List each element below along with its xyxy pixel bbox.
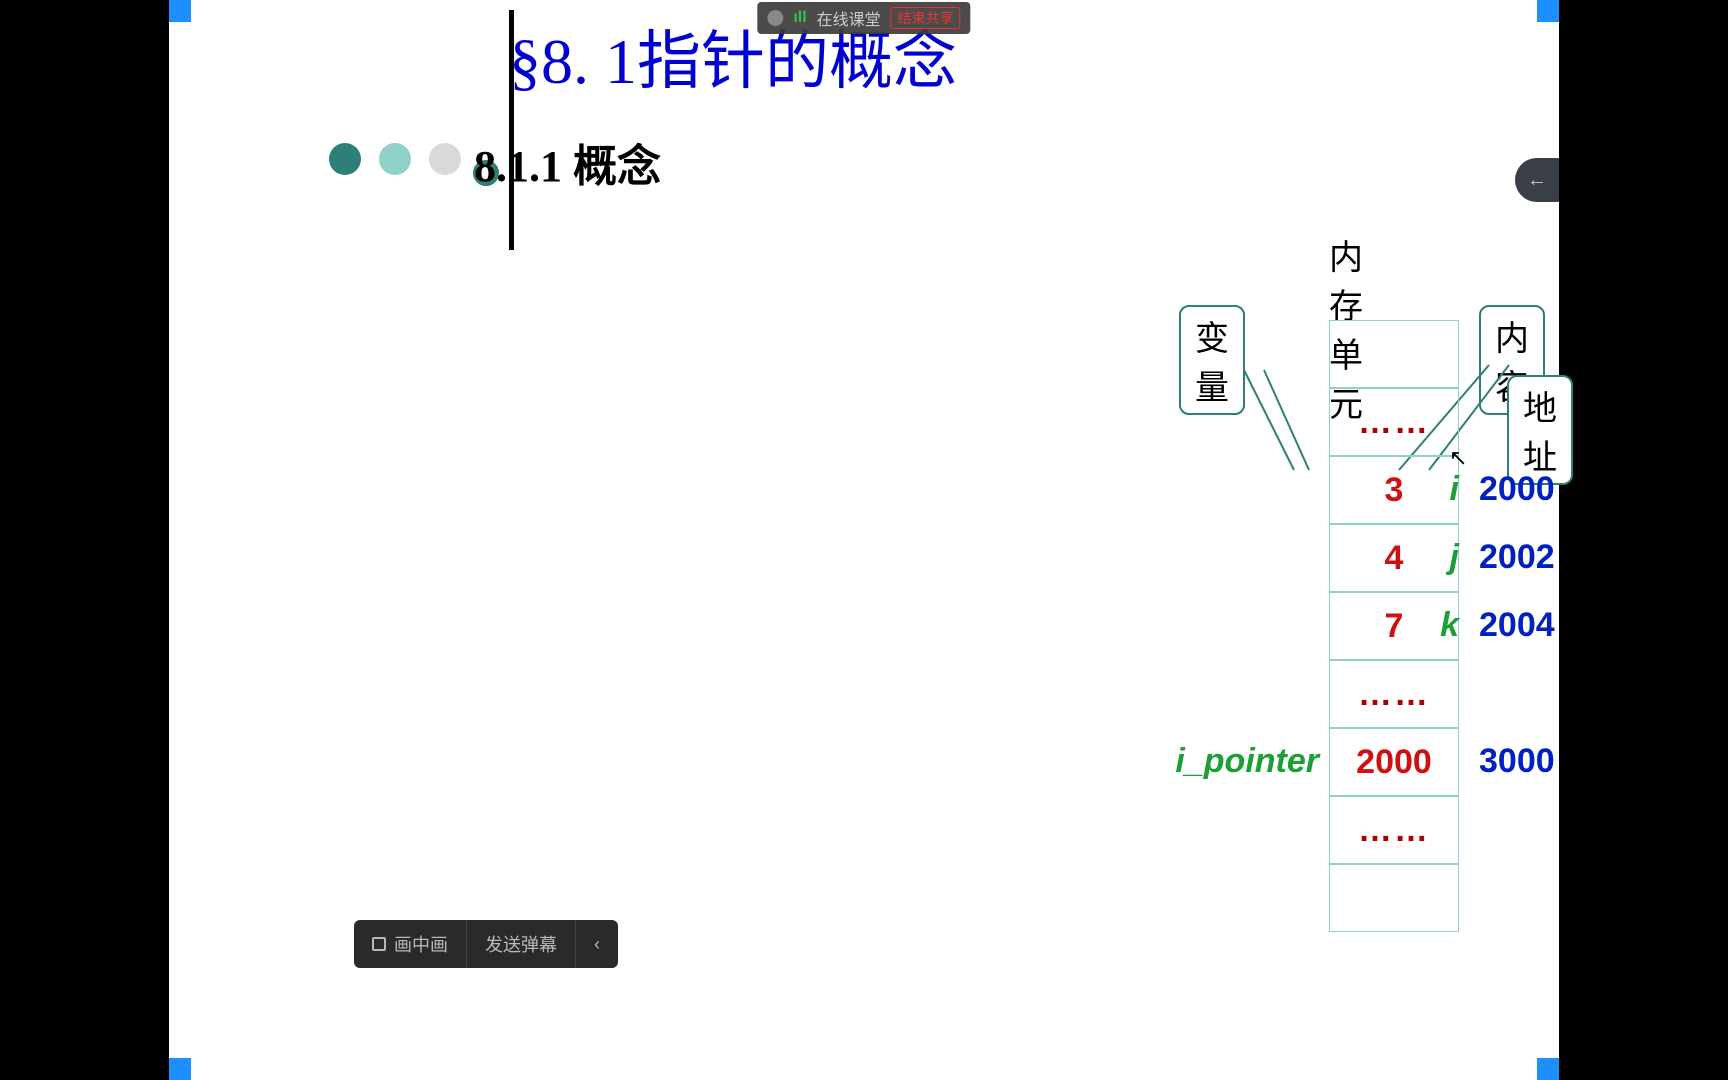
- danmu-label: 发送弹幕: [485, 931, 557, 957]
- collapse-button[interactable]: ‹: [575, 920, 618, 968]
- memory-cell: [1329, 320, 1459, 388]
- memory-cell: ……: [1329, 388, 1459, 456]
- slide-subtitle: 8.1.1 概念: [474, 130, 661, 194]
- memory-cell: [1329, 864, 1459, 932]
- address-label: 3000: [1479, 742, 1555, 781]
- variable-label: i: [1289, 470, 1459, 509]
- corner-marker: [1537, 1058, 1559, 1080]
- pip-icon: [372, 937, 386, 951]
- memory-cell: ……: [1329, 660, 1459, 728]
- variable-label: j: [1289, 538, 1459, 577]
- player-bottombar: 画中画 发送弹幕 ‹: [354, 920, 618, 968]
- bullet-dot: [429, 143, 461, 175]
- danmu-button[interactable]: 发送弹幕: [466, 920, 575, 968]
- corner-marker: [169, 0, 191, 22]
- topbar-label: 在线课堂: [817, 6, 881, 30]
- arrow-left-icon: ←: [1527, 169, 1547, 192]
- bullet-dot: [379, 143, 411, 175]
- corner-marker: [169, 1058, 191, 1080]
- chevron-left-icon: ‹: [594, 934, 600, 955]
- address-label: 2002: [1479, 538, 1555, 577]
- address-label: 2000: [1479, 470, 1555, 509]
- address-label: 2004: [1479, 606, 1555, 645]
- collapse-tab[interactable]: ←: [1515, 158, 1559, 202]
- slide: §8. 1指针的概念 8.1.1 概念 内存单元 变量 内容 地址 ……347……: [169, 0, 1559, 1080]
- corner-marker: [1537, 0, 1559, 22]
- memory-cell: 2000: [1329, 728, 1459, 796]
- pip-label: 画中画: [394, 931, 448, 957]
- cursor-icon: ↖: [1449, 445, 1467, 471]
- signal-icon: ıll: [793, 9, 806, 27]
- variable-label: i_pointer: [1139, 742, 1319, 781]
- video-stage: §8. 1指针的概念 8.1.1 概念 内存单元 变量 内容 地址 ……347……: [169, 0, 1559, 1080]
- pip-button[interactable]: 画中画: [354, 920, 466, 968]
- memory-cell: ……: [1329, 796, 1459, 864]
- sharing-topbar: ıll 在线课堂 结束共享: [757, 2, 970, 34]
- mic-icon[interactable]: [767, 10, 783, 26]
- end-share-button[interactable]: 结束共享: [891, 7, 961, 29]
- bullet-dot: [329, 143, 361, 175]
- variable-label: k: [1289, 606, 1459, 645]
